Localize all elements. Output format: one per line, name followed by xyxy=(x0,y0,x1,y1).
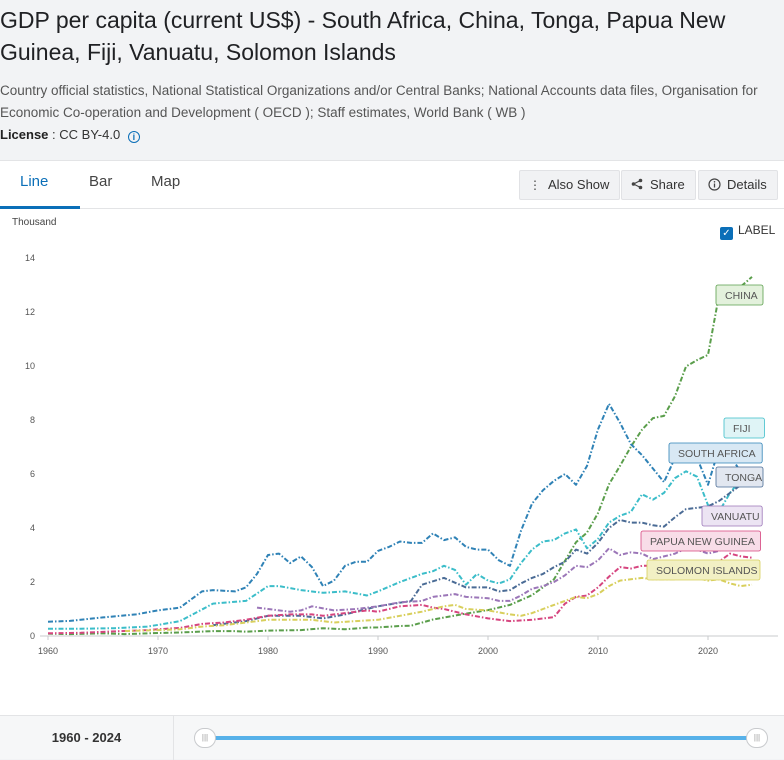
y-tick-label: 0 xyxy=(30,631,35,641)
x-tick-label: 2010 xyxy=(588,646,608,656)
label-toggle-text: LABEL xyxy=(738,223,776,237)
share-icon xyxy=(630,171,644,199)
series-line-papua-new-guinea[interactable] xyxy=(47,552,753,635)
range-end: 2024 xyxy=(92,730,122,745)
share-button[interactable]: Share xyxy=(621,170,696,200)
x-tick-label: 1980 xyxy=(258,646,278,656)
x-tick-label: 2020 xyxy=(698,646,718,656)
range-slider-start-handle[interactable]: ||| xyxy=(194,728,216,748)
series-label-solomon-islands: SOLOMON ISLANDS xyxy=(646,559,761,581)
series-label-tonga: TONGA xyxy=(715,466,764,488)
y-tick-label: 8 xyxy=(30,415,35,425)
info-icon[interactable]: i xyxy=(127,131,140,143)
more-vertical-icon: ⋮ xyxy=(529,178,541,192)
series-label-text: SOLOMON ISLANDS xyxy=(656,565,758,577)
series-label-text: TONGA xyxy=(725,472,762,484)
year-range-text: 1960 - 2024 xyxy=(0,716,174,760)
series-line-tonga[interactable] xyxy=(212,478,753,627)
series-label-box xyxy=(668,442,763,464)
series-label-text: VANUATU xyxy=(711,511,760,523)
y-tick-label: 6 xyxy=(30,469,35,479)
series-label-vanuatu: VANUATU xyxy=(701,505,763,527)
y-tick-label: 4 xyxy=(30,523,35,533)
page-title: GDP per capita (current US$) - South Afr… xyxy=(0,7,726,65)
tab-bar[interactable]: Bar xyxy=(89,173,113,190)
y-tick-label: 2 xyxy=(30,577,35,587)
active-tab-indicator xyxy=(0,206,80,209)
y-tick-label: 12 xyxy=(25,307,35,317)
series-line-solomon-islands[interactable] xyxy=(124,575,753,633)
info-circle-icon xyxy=(707,171,721,199)
series-label-box xyxy=(701,505,763,527)
series-label-text: FIJI xyxy=(733,423,751,435)
label-toggle[interactable]: ✓ LABEL xyxy=(720,223,775,240)
series-line-china[interactable] xyxy=(47,276,753,636)
y-tick-label: 10 xyxy=(25,361,35,371)
range-separator: - xyxy=(80,730,93,745)
x-tick-label: 1960 xyxy=(38,646,58,656)
details-label: Details xyxy=(727,177,767,192)
license-value: : CC BY-4.0 xyxy=(48,127,121,142)
details-button[interactable]: Details xyxy=(698,170,778,200)
x-tick-label: 2000 xyxy=(478,646,498,656)
range-slider-end-handle[interactable]: ||| xyxy=(746,728,768,748)
header: GDP per capita (current US$) - South Afr… xyxy=(0,0,784,160)
also-show-label: Also Show xyxy=(548,177,610,192)
series-label-fiji: FIJI xyxy=(723,417,765,439)
series-label-text: SOUTH AFRICA xyxy=(678,448,756,460)
series-label-text: CHINA xyxy=(725,290,758,302)
y-tick-label: 14 xyxy=(25,253,35,263)
line-chart: 0 2 4 6 8 10 12 14 1960 1970 1980 1990 2000 2010 2020 C… xyxy=(25,253,778,656)
time-range-footer: 1960 - 2024 ||| ||| xyxy=(0,715,784,760)
series-label-box xyxy=(723,417,765,439)
chart-panel: Line Bar Map ⋮ Also Show Share Details Th… xyxy=(0,160,784,760)
range-slider-track[interactable] xyxy=(206,736,758,740)
tab-line[interactable]: Line xyxy=(20,173,49,190)
series-line-south-africa[interactable] xyxy=(47,402,752,623)
chart-tabs: Line Bar Map ⋮ Also Show Share Details xyxy=(0,161,784,209)
label-checkbox[interactable]: ✓ xyxy=(720,227,733,240)
series-label-china: CHINA xyxy=(715,284,764,306)
series-label-text: PAPUA NEW GUINEA xyxy=(650,536,755,548)
data-sources: Country official statistics, National St… xyxy=(0,83,758,120)
series-line-fiji[interactable] xyxy=(48,466,753,630)
series-label-box xyxy=(715,466,764,488)
series-label-papua-new-guinea: PAPUA NEW GUINEA xyxy=(640,530,761,552)
license: License : CC BY-4.0 i xyxy=(0,127,140,143)
x-tick-label: 1990 xyxy=(368,646,388,656)
series-label-box xyxy=(646,559,761,581)
also-show-button[interactable]: ⋮ Also Show xyxy=(519,170,621,200)
series-label-box xyxy=(640,530,761,552)
x-tick-label: 1970 xyxy=(148,646,168,656)
unit-label: Thousand xyxy=(12,217,57,228)
tab-map[interactable]: Map xyxy=(151,173,181,190)
range-start: 1960 xyxy=(51,730,81,745)
series-label-south-africa: SOUTH AFRICA xyxy=(668,442,763,464)
share-label: Share xyxy=(650,177,685,192)
license-label: License xyxy=(0,127,49,142)
series-label-box xyxy=(715,284,764,306)
